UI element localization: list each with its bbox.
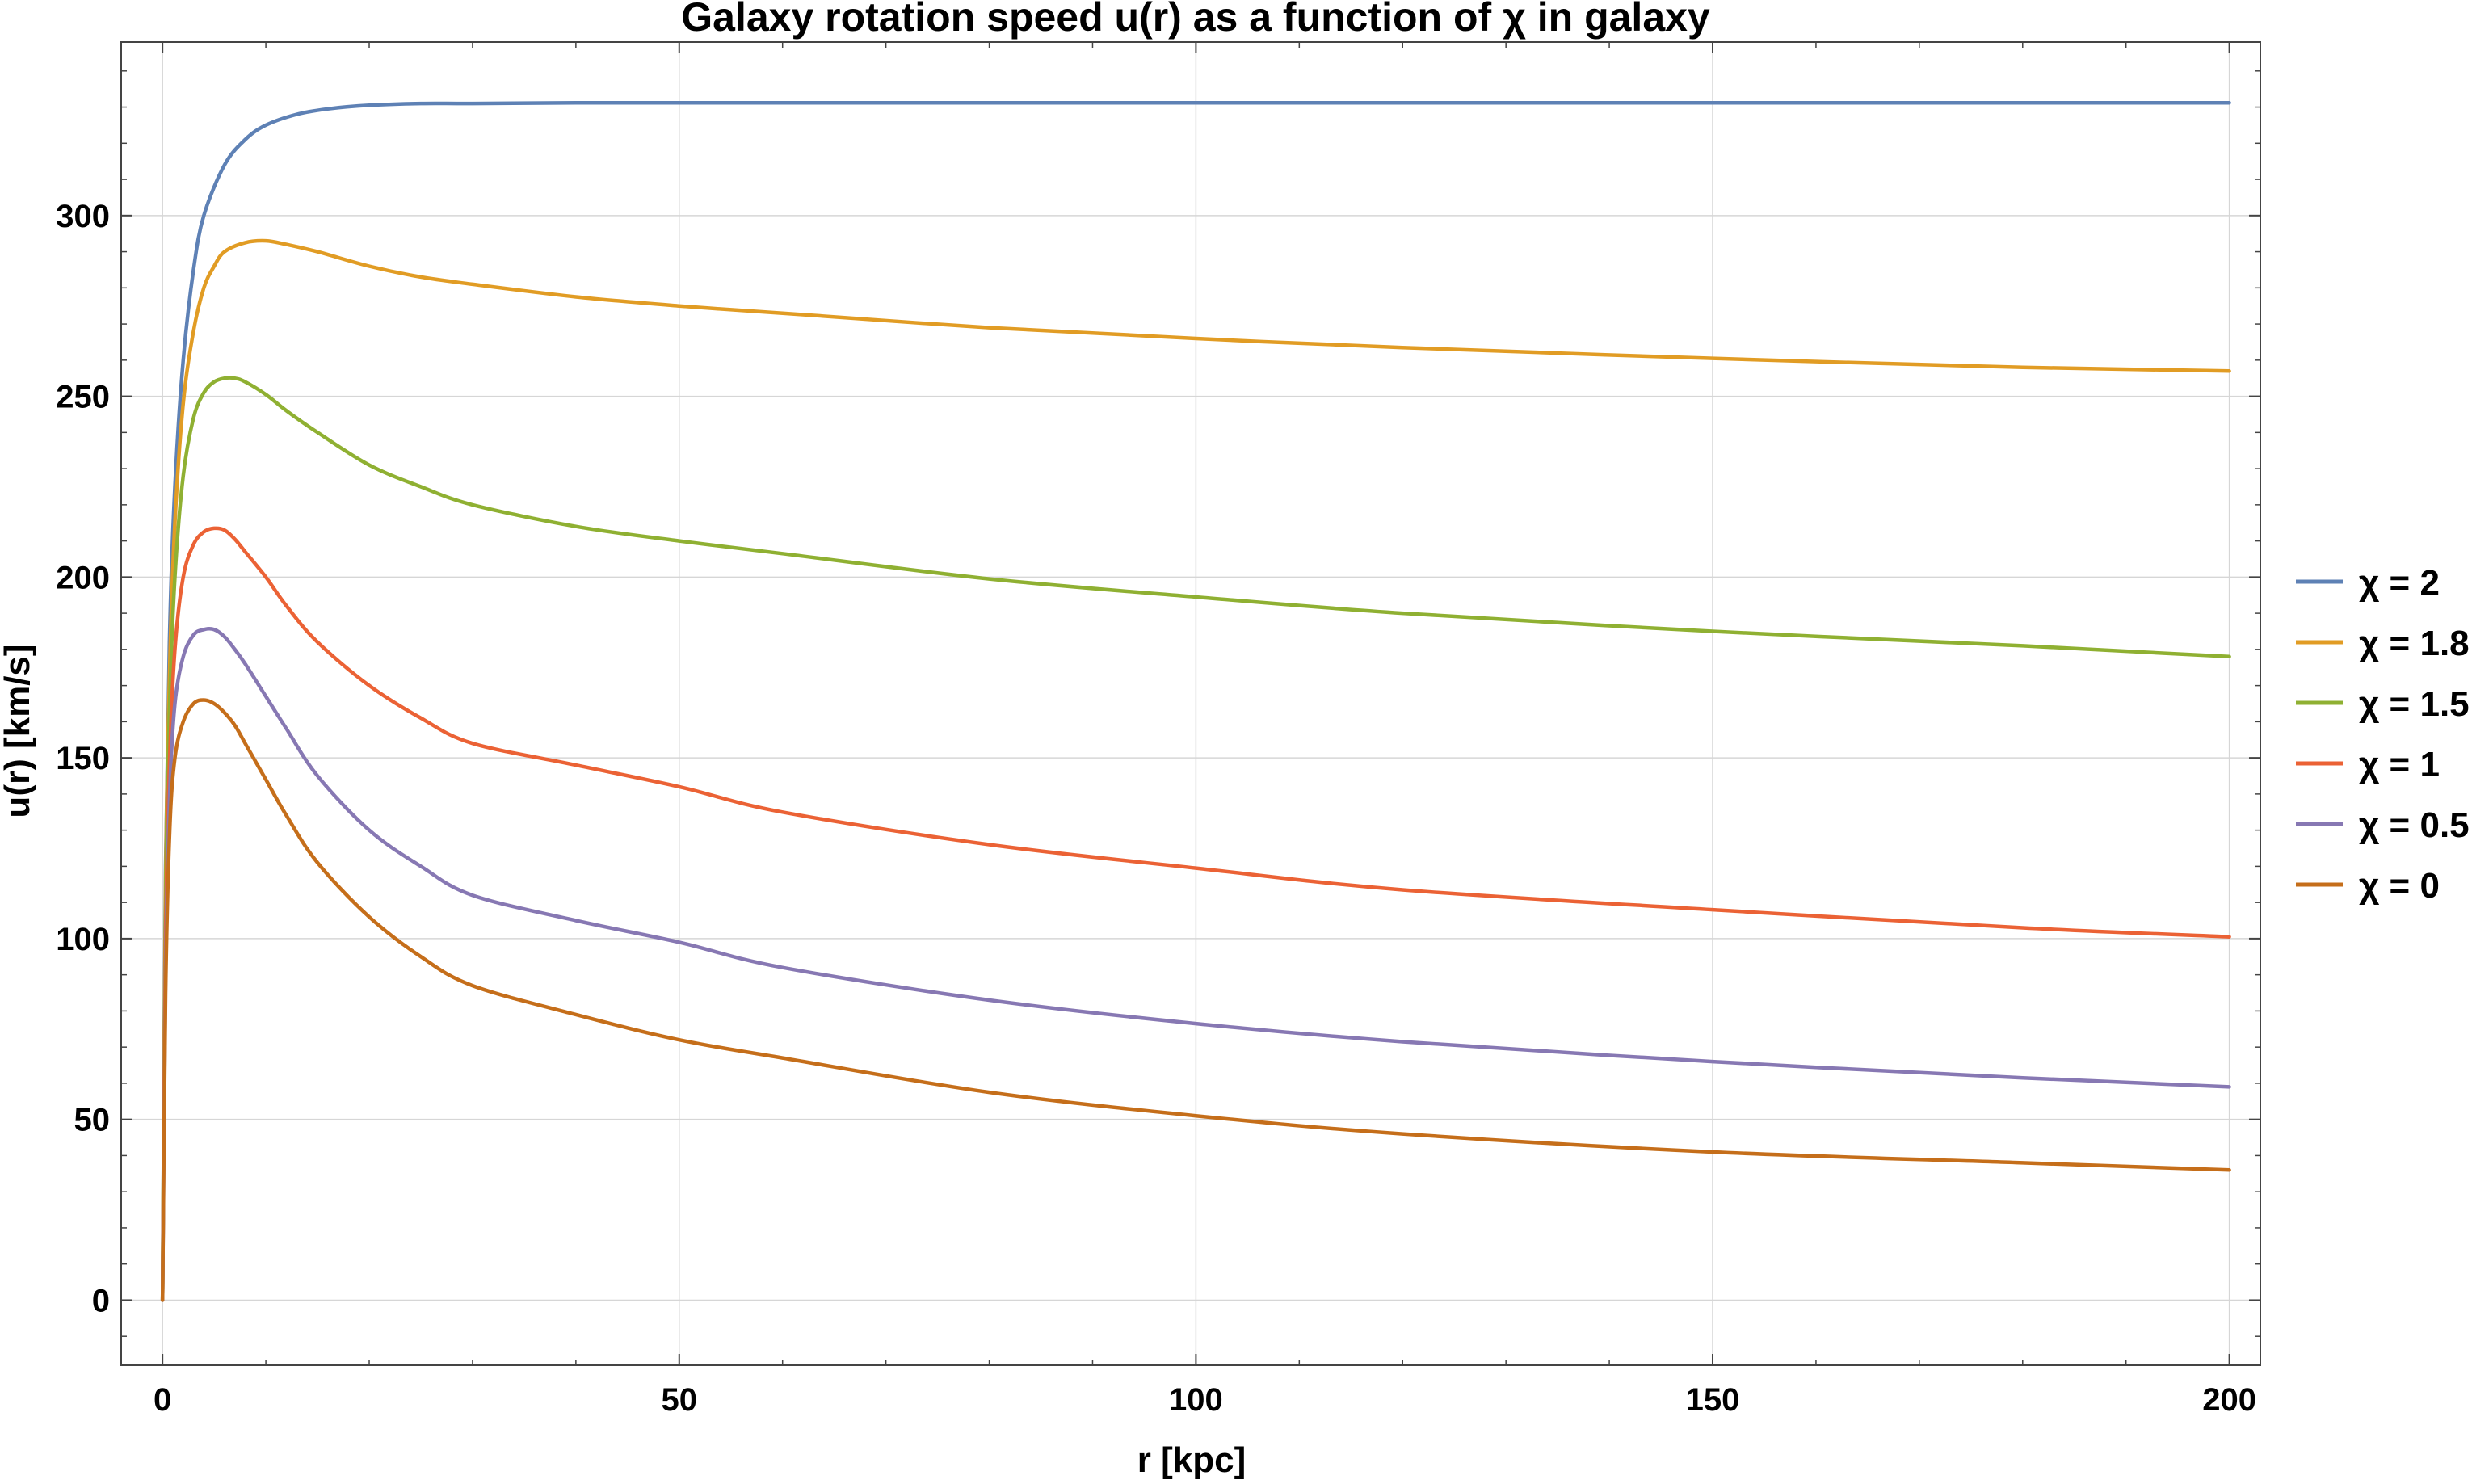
series-line-1 xyxy=(160,238,2231,1302)
x-axis-label: r [kpc] xyxy=(1137,1440,1246,1480)
legend-label-0: χ = 2 xyxy=(2359,563,2440,603)
y-tick-label: 250 xyxy=(56,380,110,415)
legend-label-1: χ = 1.8 xyxy=(2359,624,2470,663)
x-tick-label: 50 xyxy=(662,1382,698,1418)
chart-title: Galaxy rotation speed u(r) as a function… xyxy=(681,0,1710,40)
series-line-2 xyxy=(160,376,2231,1302)
y-tick-label: 200 xyxy=(56,560,110,595)
legend-label-4: χ = 0.5 xyxy=(2359,805,2470,845)
x-tick-label: 100 xyxy=(1169,1382,1223,1418)
plot-frame xyxy=(120,41,2261,1366)
legend: χ = 2 χ = 1.8 χ = 1.5 χ = 1 χ = 0.5 χ = 0 xyxy=(2296,563,2470,906)
legend-label-3: χ = 1 xyxy=(2359,745,2440,784)
legend-label-2: χ = 1.5 xyxy=(2359,684,2470,724)
y-tick-label: 0 xyxy=(92,1283,110,1318)
legend-label-5: χ = 0 xyxy=(2359,866,2440,906)
series-lines xyxy=(160,100,2231,1302)
axis-ticks: 0 50 100 150 200 0 50 100 150 200 250 300 xyxy=(56,42,2260,1418)
x-tick-label: 200 xyxy=(2202,1382,2256,1418)
x-tick-label: 0 xyxy=(153,1382,171,1418)
series-line-4 xyxy=(160,627,2231,1302)
x-tick-label: 150 xyxy=(1686,1382,1740,1418)
y-tick-label: 100 xyxy=(56,922,110,957)
grid-lines xyxy=(121,42,2260,1365)
y-tick-label: 300 xyxy=(56,199,110,234)
y-tick-label: 50 xyxy=(74,1103,111,1138)
series-line-5 xyxy=(160,698,2231,1302)
y-tick-label: 150 xyxy=(56,741,110,776)
series-line-3 xyxy=(160,526,2231,1302)
y-axis-label: u(r) [km/s] xyxy=(0,644,37,818)
